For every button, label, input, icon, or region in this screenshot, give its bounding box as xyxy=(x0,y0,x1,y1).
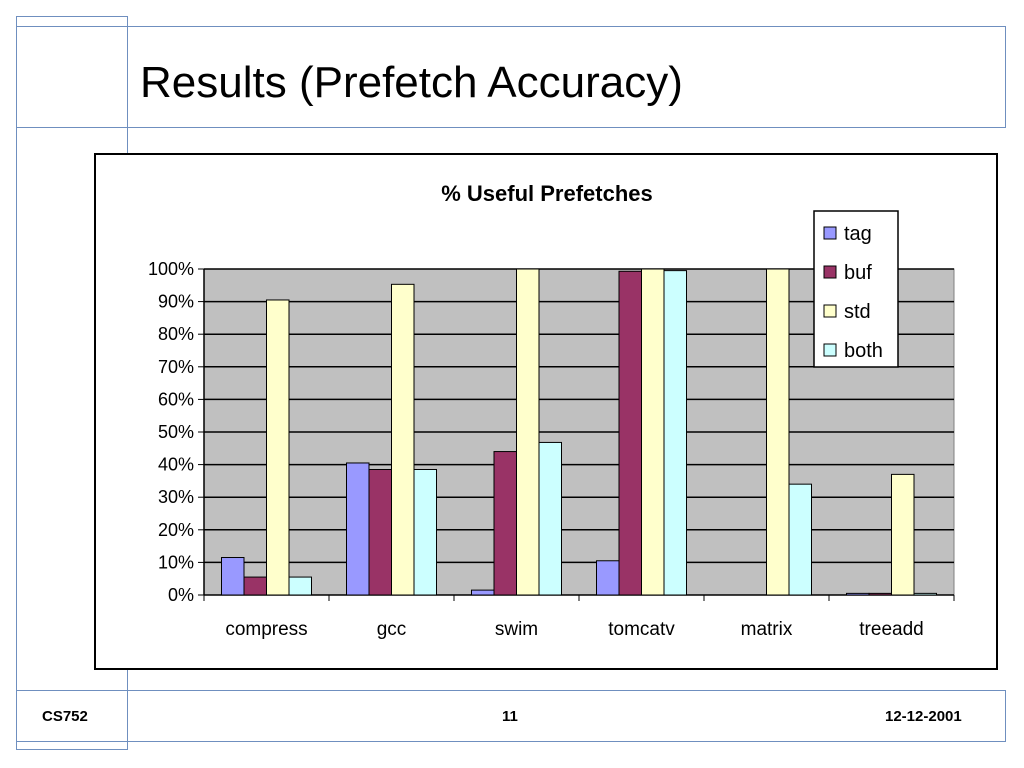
legend-swatch-both xyxy=(823,343,837,357)
bar-chart: % Useful Prefetches 0% 10% 20% 30% 40% 50% 60%… xyxy=(148,181,955,640)
bar-both-swim xyxy=(538,441,562,596)
y-tick-label: 10% xyxy=(158,552,194,572)
y-tick-label: 40% xyxy=(158,455,194,475)
footer-date: 12-12-2001 xyxy=(885,708,962,725)
bar-both-treeadd xyxy=(913,592,937,596)
y-tick-label: 70% xyxy=(158,357,194,377)
y-tick-label: 100% xyxy=(148,259,194,279)
bar-std-tomcatv xyxy=(641,268,665,596)
bar-buf-tomcatv xyxy=(618,270,642,596)
x-tick-label: tomcatv xyxy=(608,619,675,640)
y-tick-label: 80% xyxy=(158,324,194,344)
bar-std-swim xyxy=(516,268,540,596)
bar-std-treeadd xyxy=(891,473,915,596)
bar-both-matrix xyxy=(788,483,812,596)
y-tick-label: 90% xyxy=(158,292,194,312)
chart-legend: tag buf std both xyxy=(813,210,899,368)
bar-both-compress xyxy=(288,576,312,596)
footer-slide-number: 11 xyxy=(502,708,518,725)
y-tick-label: 20% xyxy=(158,520,194,540)
footer-course: CS752 xyxy=(42,708,88,725)
x-tick-label: treeadd xyxy=(859,619,923,640)
bar-tag-treeadd xyxy=(846,592,870,596)
legend-swatch-tag xyxy=(823,226,837,240)
legend-label-tag: tag xyxy=(844,223,872,245)
x-tick-label: compress xyxy=(225,619,307,640)
bar-std-compress xyxy=(266,299,290,596)
bar-std-matrix xyxy=(766,268,790,596)
decor-title-box xyxy=(16,26,1006,128)
bar-tag-compress xyxy=(221,557,245,596)
y-tick-label: 50% xyxy=(158,422,194,442)
bar-tag-tomcatv xyxy=(596,560,620,596)
x-tick-label: swim xyxy=(495,619,538,640)
y-tick-label: 60% xyxy=(158,389,194,409)
bar-buf-swim xyxy=(493,451,517,596)
bar-buf-compress xyxy=(243,576,267,596)
bar-both-gcc xyxy=(413,468,437,596)
x-tick-label: gcc xyxy=(377,619,407,640)
legend-label-std: std xyxy=(844,301,871,323)
y-tick-label: 0% xyxy=(168,585,194,605)
x-tick-label: matrix xyxy=(741,619,793,640)
bar-buf-treeadd xyxy=(868,592,892,596)
decor-footer-box xyxy=(16,690,1006,742)
legend-label-both: both xyxy=(844,340,883,362)
bar-both-tomcatv xyxy=(663,270,687,596)
legend-swatch-buf xyxy=(823,265,837,279)
slide-title: Results (Prefetch Accuracy) xyxy=(140,58,683,107)
chart-frame: % Useful Prefetches 0% 10% 20% 30% 40% 50% 60%… xyxy=(94,153,998,670)
y-tick-label: 30% xyxy=(158,487,194,507)
bar-std-gcc xyxy=(391,283,415,596)
bar-tag-gcc xyxy=(346,462,370,596)
bar-tag-swim xyxy=(471,589,495,596)
legend-label-buf: buf xyxy=(844,262,872,284)
legend-swatch-std xyxy=(823,304,837,318)
chart-title: % Useful Prefetches xyxy=(441,181,653,206)
bar-buf-gcc xyxy=(368,468,392,596)
